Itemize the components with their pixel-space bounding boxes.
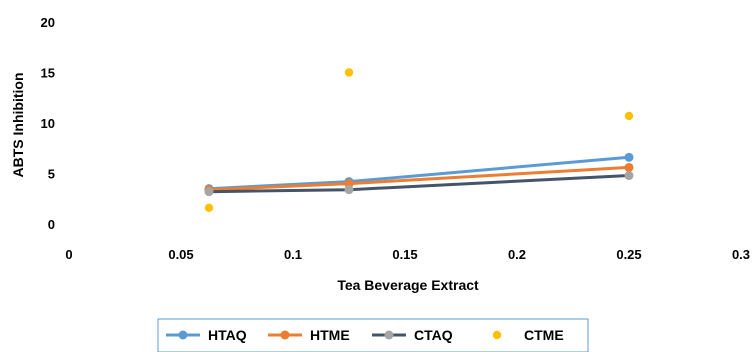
x-tick-label: 0 — [65, 247, 72, 262]
data-point-ctme — [624, 111, 634, 121]
x-axis-ticks: 0 0.05 0.1 0.15 0.2 0.25 0.3 — [65, 247, 750, 262]
data-point-ctme — [204, 203, 214, 213]
data-point-ctme — [344, 68, 354, 77]
y-tick-label: 0 — [48, 217, 55, 232]
x-axis-title: Tea Beverage Extract — [337, 277, 479, 293]
x-tick-label: 0.05 — [168, 247, 193, 262]
legend-marker-htme — [280, 330, 290, 340]
y-tick-label: 15 — [41, 66, 55, 81]
y-tick-label: 5 — [48, 167, 55, 182]
legend-label-htme: HTME — [310, 327, 350, 343]
x-tick-label: 0.1 — [284, 247, 302, 262]
y-tick-label: 20 — [41, 15, 55, 30]
legend-marker-htaq — [178, 330, 188, 340]
series-line-htaq — [207, 155, 631, 191]
y-axis-title: ABTS Inhibition — [10, 73, 26, 178]
x-tick-label: 0.15 — [392, 247, 417, 262]
series-points — [204, 68, 634, 213]
y-tick-label: 10 — [41, 116, 55, 131]
x-tick-label: 0.3 — [732, 247, 750, 262]
series-line-ctaq — [207, 174, 631, 194]
series-lines — [207, 155, 631, 194]
legend-marker-ctaq — [384, 330, 394, 340]
x-tick-label: 0.2 — [508, 247, 526, 262]
legend-label-htaq: HTAQ — [208, 327, 247, 343]
legend-box — [157, 318, 589, 352]
y-axis-ticks: 0 5 10 15 20 — [41, 15, 55, 232]
data-point-ctaq — [204, 187, 214, 197]
legend: HTAQ HTME CTAQ CTME — [157, 318, 589, 352]
legend-label-ctme: CTME — [524, 327, 564, 343]
data-point-htme — [624, 162, 634, 172]
legend-label-ctaq: CTAQ — [414, 327, 453, 343]
data-point-ctaq — [344, 185, 354, 195]
data-point-ctaq — [624, 171, 634, 181]
data-point-htaq — [624, 152, 634, 162]
legend-marker-ctme — [492, 330, 502, 340]
x-tick-label: 0.25 — [616, 247, 641, 262]
